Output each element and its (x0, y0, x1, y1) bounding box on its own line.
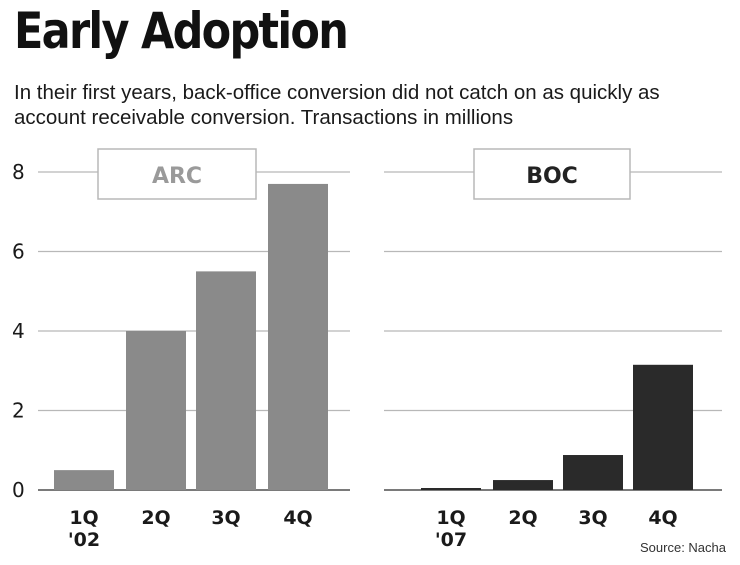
boc-title-box (473, 148, 631, 200)
arc-panel-title: ARC (152, 164, 202, 189)
chart-subtitle: In their first years, back-office conver… (14, 81, 660, 129)
boc-category-label: 1Q (436, 507, 465, 529)
y-tick-label: 4 (12, 319, 25, 343)
arc-bar-2Q (126, 331, 186, 490)
source-note: Source: Nacha (640, 540, 726, 555)
y-tick-label: 0 (12, 478, 25, 502)
arc-category-label: 3Q (211, 507, 240, 529)
arc-bar-4Q (268, 183, 328, 491)
boc-bar-3Q (563, 455, 623, 490)
chart-title: Early Adoption (14, 2, 349, 60)
boc-bar-1Q (421, 488, 481, 490)
boc-bar-4Q (633, 364, 693, 490)
boc-bar-2Q (493, 480, 553, 490)
arc-title-box (97, 148, 257, 200)
boc-category-label: 3Q (578, 507, 607, 529)
boc-category-label: 2Q (508, 507, 537, 529)
y-tick-label: 6 (12, 240, 25, 264)
arc-category-label: 2Q (141, 507, 170, 529)
arc-category-label: 1Q (69, 507, 98, 529)
boc-category-year-label: '07 (435, 529, 467, 551)
y-tick-label: 2 (12, 399, 25, 423)
arc-category-year-label: '02 (68, 529, 100, 551)
arc-bar-1Q (54, 470, 114, 490)
y-tick-label: 8 (12, 160, 25, 184)
boc-category-label: 4Q (648, 507, 677, 529)
arc-bar-3Q (196, 271, 256, 490)
arc-category-label: 4Q (283, 507, 312, 529)
boc-panel-title: BOC (526, 164, 578, 189)
